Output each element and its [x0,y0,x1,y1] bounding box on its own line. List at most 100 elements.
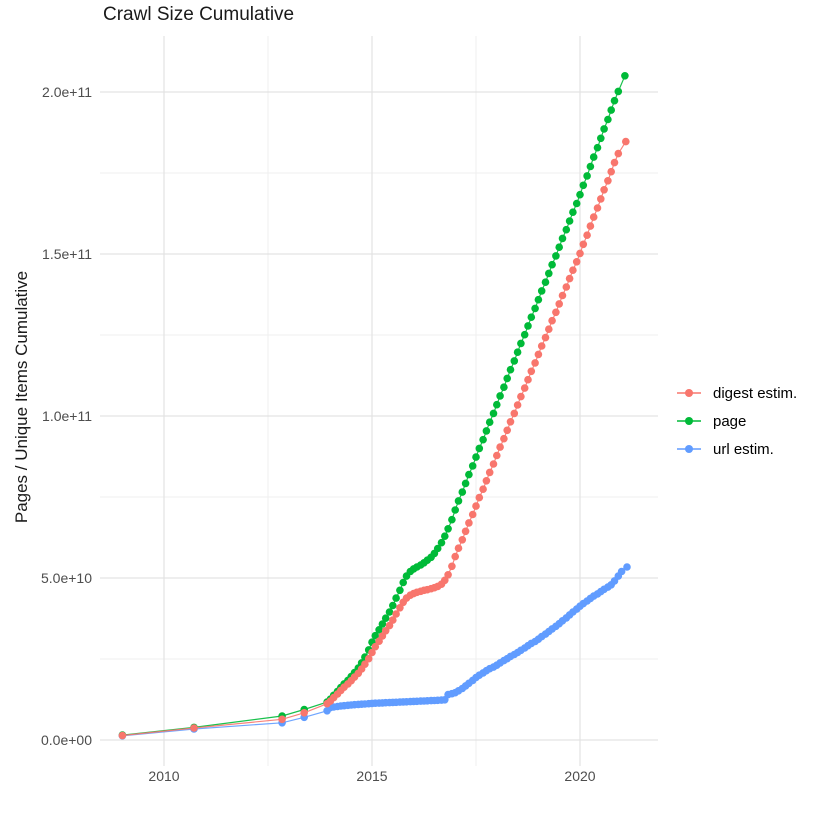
data-point [623,563,631,571]
data-point [468,462,477,470]
data-point [565,274,574,283]
data-point [482,427,491,435]
data-point [527,313,536,322]
data-point [479,485,487,494]
data-point [531,304,539,313]
data-point [300,709,309,717]
data-point [621,72,629,80]
data-point [558,234,567,243]
data-point [441,576,449,585]
data-point [610,96,619,105]
data-point [441,532,449,540]
data-point [444,571,452,579]
y-tick-label: 2.0e+11 [42,84,92,100]
data-point [118,731,127,740]
data-point [541,278,550,287]
data-point [524,375,532,384]
data-point [458,488,467,496]
data-point [392,594,400,602]
series-url-estim [118,563,631,740]
data-point [468,510,477,519]
data-point [506,418,515,426]
data-point [552,252,560,260]
legend-label: digest estim. [713,384,798,402]
data-point [510,409,519,418]
data-point [534,350,543,359]
data-point [496,443,504,451]
data-point [503,426,512,435]
data-point [562,283,571,291]
data-point [500,383,508,392]
data-point [586,162,595,171]
data-point [558,291,567,300]
data-point [607,106,615,114]
data-point [589,213,598,221]
data-point [392,610,400,618]
legend-entry-digest-estim: digest estim. [675,379,797,407]
data-point [371,631,380,640]
data-point [368,648,376,657]
data-point [475,493,484,502]
data-point [586,222,595,230]
legend: digest estim. page url estim. [675,379,797,463]
data-point [579,240,588,249]
data-point [493,400,501,409]
data-point [381,614,390,622]
data-point [534,295,543,304]
data-point [496,392,504,400]
data-point [396,586,404,595]
y-tick-label: 0.0e+00 [41,732,92,748]
data-point [451,506,460,514]
data-point [485,418,494,427]
data-point [375,626,383,634]
data-point [555,300,563,308]
data-point [513,401,522,409]
data-point [579,181,588,190]
series-digest-estim [118,137,630,740]
data-point [510,357,519,365]
legend-key-digest-icon [677,389,701,397]
legend-key-url-icon [677,445,701,453]
data-point [562,225,571,234]
data-point [569,266,577,275]
legend-label: page [713,412,747,430]
legend-entry-page: page [675,407,797,435]
data-point [506,365,515,374]
data-point [617,567,626,576]
data-point [527,367,536,376]
data-point [610,158,619,167]
x-tick-label: 2010 [148,768,180,784]
data-point [548,260,556,269]
data-point [444,525,452,533]
x-tick-label: 2020 [564,768,596,784]
data-point [576,190,584,199]
data-point [537,342,546,350]
data-point [371,642,380,651]
data-point [569,208,577,216]
data-point [385,608,394,616]
data-point [572,258,581,266]
data-point [545,269,553,278]
data-point [541,333,550,342]
data-point [381,627,390,635]
data-point [597,195,605,203]
data-point [448,562,456,571]
data-point [597,134,605,143]
data-point [572,199,581,208]
data-point [524,322,532,330]
data-point [433,544,442,553]
y-tick-label: 1.0e+11 [42,408,92,424]
data-point [503,374,512,383]
data-point [493,451,501,460]
data-point [600,125,608,133]
data-point [465,470,473,479]
data-point [389,601,397,610]
data-point [552,308,560,317]
data-point [531,359,539,367]
data-point [576,249,584,258]
data-point [364,654,373,663]
legend-label: url estim. [713,440,774,458]
data-point [593,143,602,152]
data-point [458,536,467,544]
